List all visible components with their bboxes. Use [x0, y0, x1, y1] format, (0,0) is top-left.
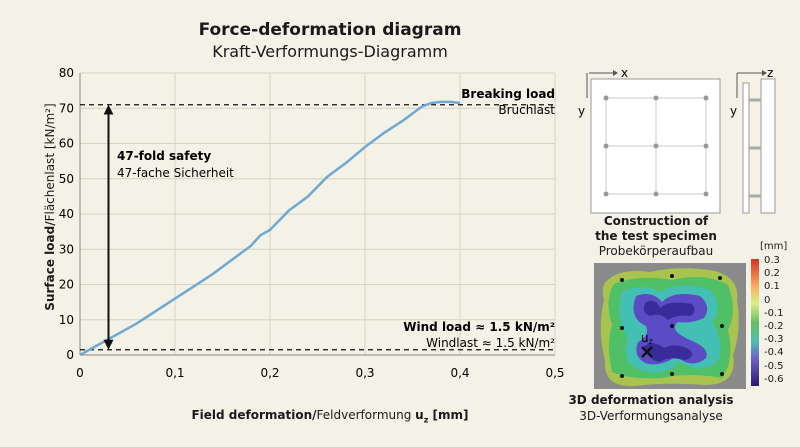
- chart-subtitle: Kraft-Verformungs-Diagramm: [212, 42, 448, 61]
- colorbar-tick-label: -0.3: [764, 334, 784, 346]
- x-axis-symbol-sub: z: [423, 415, 429, 425]
- colorbar-tick-label: 0.3: [764, 255, 780, 266]
- load-curve-line: [79, 100, 461, 357]
- specimen-caption-2: the test specimen: [595, 229, 717, 243]
- y-tick-label: 10: [59, 313, 74, 327]
- x-tick-label: 0: [76, 366, 84, 380]
- x-tick-label: 0,2: [260, 366, 279, 380]
- x-axis-unit: [mm]: [428, 408, 469, 422]
- y-tick-label: 70: [59, 101, 74, 115]
- x-tick-label: 0,5: [545, 366, 564, 380]
- x-tick-label: 0,4: [450, 366, 469, 380]
- y-tick-label: 80: [59, 66, 74, 80]
- colorbar-unit: [mm]: [760, 241, 788, 252]
- colorbar: [751, 259, 759, 386]
- chart-title: Force-deformation diagram: [198, 20, 462, 40]
- colorbar-tick-label: 0.2: [764, 268, 780, 280]
- axis-y2-label: y: [730, 104, 737, 118]
- colorbar-tick-label: -0.6: [764, 373, 784, 385]
- y-tick-label: 30: [59, 242, 74, 256]
- grid-lines: [80, 72, 556, 356]
- colorbar-tick-label: 0.1: [764, 281, 780, 293]
- y-tick-label: 0: [66, 348, 74, 362]
- x-tick-label: 0,1: [165, 366, 184, 380]
- uz-marker-label: uz: [641, 331, 653, 346]
- x-axis-label-de: Feldverformung: [316, 408, 416, 422]
- deformation-heatmap: uz: [594, 259, 759, 389]
- uz-marker-icon: [641, 346, 653, 358]
- colorbar-tick-label: -0.4: [764, 347, 784, 359]
- breaking-load-label-en: Breaking load: [461, 87, 555, 101]
- colorbar-tick-label: 0: [764, 294, 771, 306]
- axis-x-label: x: [621, 66, 628, 80]
- specimen-drawing: x y z y: [578, 66, 776, 214]
- reference-lines: [80, 104, 555, 351]
- deformation-caption-en: 3D deformation analysis: [568, 393, 734, 407]
- specimen-caption-de: Probekörperaufbau: [598, 244, 714, 258]
- colorbar-tick-label: -0.2: [764, 321, 784, 332]
- colorbar-tick-label: -0.5: [764, 360, 784, 372]
- specimen-caption-1: Construction of: [603, 214, 709, 228]
- y-tick-label: 20: [59, 278, 74, 292]
- safety-label-en: 47-fold safety: [117, 149, 211, 163]
- y-tick-label: 60: [59, 137, 74, 151]
- y-tick-label: 50: [59, 172, 74, 186]
- x-axis-label-en: Field deformation/: [191, 408, 317, 422]
- x-axis-symbol: u: [415, 408, 424, 422]
- wind-load-label-de: Windlast ≈ 1.5 kN/m²: [426, 336, 555, 350]
- axis-ticks: 0 10 20 30 40 50 60 70 80 0 0,1 0,2 0,3 0,4 0,5: [59, 66, 565, 380]
- colorbar-tick-label: -0.1: [764, 307, 784, 319]
- deformation-caption-de: 3D-Verformungsanalyse: [579, 409, 723, 423]
- axis-z-label: z: [767, 66, 773, 80]
- wind-load-label-en: Wind load ≈ 1.5 kN/m²: [403, 320, 555, 334]
- breaking-load-label-de: Bruchlast: [498, 103, 555, 117]
- axis-y-label: y: [578, 104, 585, 118]
- safety-label-de: 47-fache Sicherheit: [117, 166, 234, 180]
- x-tick-label: 0,3: [355, 366, 374, 380]
- y-tick-label: 40: [59, 207, 74, 221]
- x-axis-label: Field deformation/Feldverformung uz [mm]: [140, 408, 520, 424]
